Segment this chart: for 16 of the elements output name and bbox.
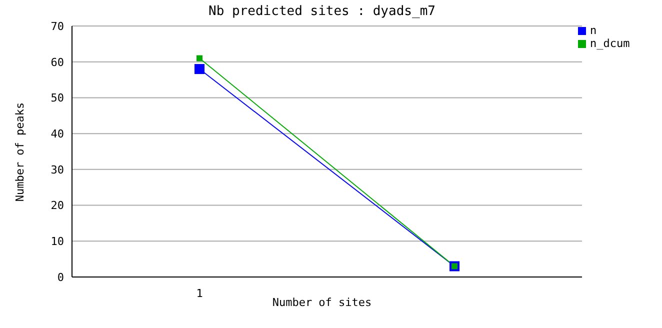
y-tick-label: 40: [50, 127, 64, 140]
y-tick-label: 60: [50, 56, 64, 69]
y-tick-label: 10: [50, 235, 64, 248]
x-axis-title: Number of sites: [272, 296, 372, 309]
point: [194, 64, 204, 74]
point: [196, 55, 202, 62]
y-tick-label: 70: [50, 20, 64, 33]
y-axis-title: Number of peaks: [14, 102, 26, 202]
y-tick-label: 50: [50, 92, 64, 105]
legend-label: n: [590, 24, 597, 37]
chart-title: Nb predicted sites : dyads_m7: [208, 4, 436, 19]
legend-label: n_dcum: [590, 37, 630, 50]
y-tick-label: 20: [50, 199, 64, 212]
y-tick-label: 0: [57, 270, 64, 284]
y-tick-label: 30: [50, 163, 64, 176]
x-tick-label: 1: [196, 286, 203, 300]
